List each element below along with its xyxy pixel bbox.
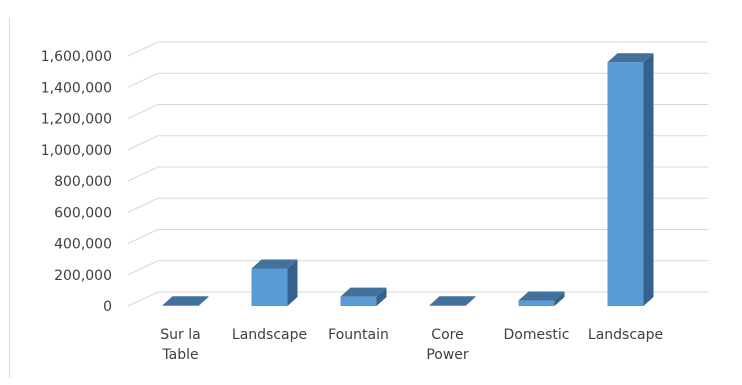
gridline — [127, 166, 708, 182]
bar-side — [465, 296, 476, 306]
y-tick-label: 1,600,000 — [41, 49, 112, 65]
x-category-label: Core Power — [426, 327, 469, 363]
bar-front — [429, 305, 466, 306]
x-category-label: Domestic — [504, 327, 570, 343]
x-category-label-line: Table — [161, 347, 198, 363]
y-tick-label: 1,200,000 — [41, 112, 112, 128]
bar-front — [340, 296, 377, 306]
gridline — [127, 72, 708, 88]
y-tick-label: 1,400,000 — [41, 80, 112, 96]
x-category-label: Sur la Table — [160, 327, 200, 363]
bar-top — [607, 53, 654, 63]
y-axis-tick-labels: 0 200,000 400,000 600,000 800,000 1,000,000 1,… — [41, 49, 112, 315]
bar — [607, 53, 654, 306]
bar-top — [162, 296, 209, 306]
x-category-label: Landscape — [588, 327, 663, 343]
bar-top — [429, 296, 476, 306]
bar-top — [251, 259, 298, 269]
bar-side — [198, 296, 209, 306]
gridline — [127, 229, 708, 244]
y-tick-label: 1,000,000 — [41, 143, 112, 159]
gridline — [127, 104, 708, 119]
y-tick-label: 0 — [103, 299, 112, 315]
bar-side — [376, 287, 387, 306]
gridline — [127, 260, 708, 276]
bar-front — [607, 62, 644, 306]
bar-side — [554, 291, 565, 306]
bar-front — [251, 268, 288, 306]
bar-front — [162, 305, 199, 306]
x-category-label-line: Landscape — [232, 327, 307, 343]
x-category-label: Landscape — [232, 327, 307, 343]
y-tick-label: 400,000 — [54, 237, 112, 253]
x-category-label-line: Landscape — [588, 327, 663, 343]
bar-top — [518, 291, 565, 301]
x-category-label-line: Sur la — [160, 327, 200, 343]
bar-side — [287, 259, 298, 306]
bar-top — [340, 287, 387, 297]
bar — [340, 287, 387, 306]
gridline — [127, 291, 708, 307]
y-tick-label: 200,000 — [54, 268, 112, 284]
x-category-label-line: Domestic — [504, 327, 570, 343]
bar-side — [643, 53, 654, 306]
x-category-label: Fountain — [328, 327, 389, 343]
bar-front — [518, 300, 555, 306]
x-category-label-line: Core — [431, 327, 463, 343]
gridline — [127, 41, 708, 57]
y-tick-label: 800,000 — [54, 174, 112, 190]
bars — [162, 53, 654, 306]
x-category-label-line: Power — [426, 347, 469, 363]
bar — [429, 296, 476, 306]
gridline — [127, 135, 708, 151]
y-tick-label: 600,000 — [54, 205, 112, 221]
bar — [162, 296, 209, 306]
x-category-label-line: Fountain — [328, 327, 389, 343]
x-axis-category-labels: Sur la Table Landscape Fountain Core Power Dom… — [160, 327, 663, 363]
bar — [251, 259, 298, 306]
chart-left-border — [9, 18, 10, 378]
bar — [518, 291, 565, 306]
gridlines — [127, 41, 708, 307]
gridline — [127, 197, 708, 213]
